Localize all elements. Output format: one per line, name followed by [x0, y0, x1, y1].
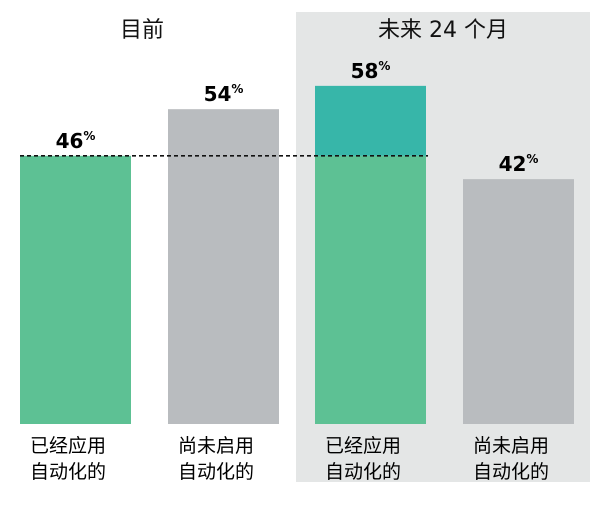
group-title-future: 未来 24 个月	[378, 18, 508, 43]
value-label: 46%	[56, 129, 96, 153]
category-label: 自动化的	[473, 461, 549, 483]
bar	[20, 155, 131, 424]
category-label: 已经应用	[30, 435, 106, 457]
value-label: 54%	[204, 82, 244, 106]
group-title-current: 目前	[120, 18, 164, 43]
bar	[168, 109, 279, 425]
category-label: 自动化的	[325, 461, 401, 483]
bar-increase-segment	[315, 85, 426, 156]
category-label: 尚未启用	[473, 435, 549, 457]
category-label: 已经应用	[325, 435, 401, 457]
value-label: 42%	[499, 152, 539, 176]
bars-layer	[20, 85, 574, 425]
value-label: 58%	[351, 59, 391, 83]
bar	[463, 179, 574, 424]
category-label: 尚未启用	[178, 435, 254, 457]
category-label: 自动化的	[30, 461, 106, 483]
category-label: 自动化的	[178, 461, 254, 483]
bar-base-segment	[315, 155, 426, 424]
